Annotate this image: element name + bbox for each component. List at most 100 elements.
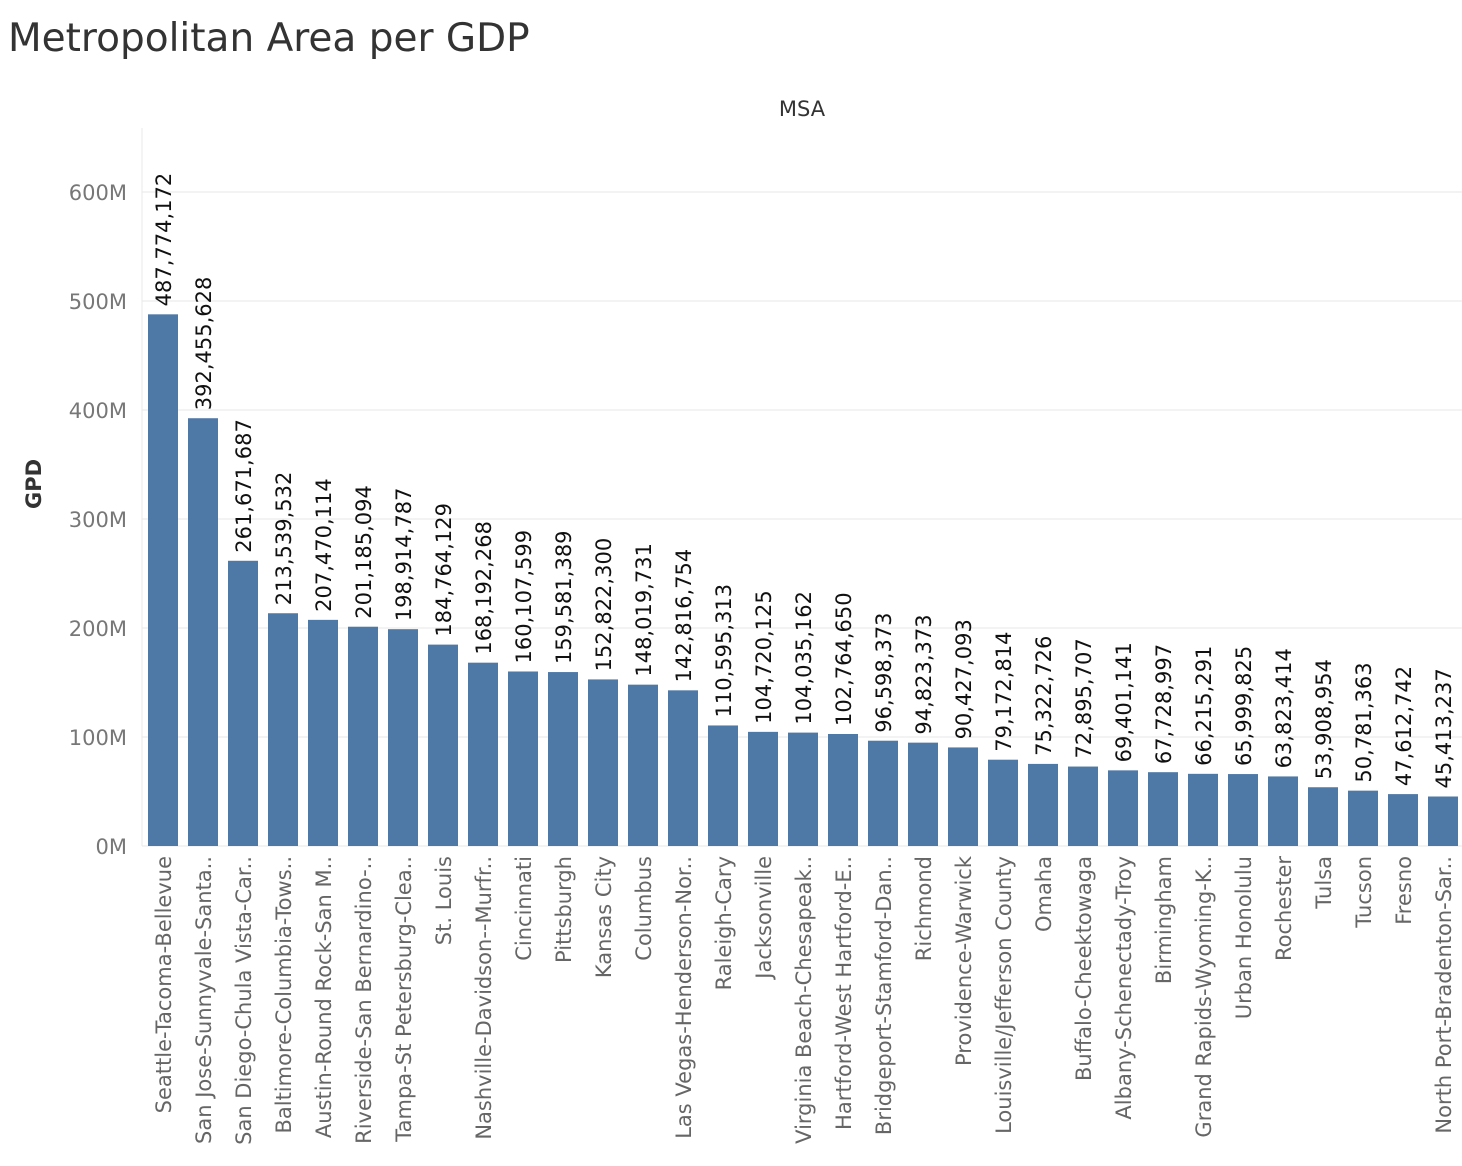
category-label: Tucson xyxy=(1352,856,1376,929)
value-label: 53,908,954 xyxy=(1312,659,1336,779)
value-label: 168,192,268 xyxy=(472,521,496,655)
bar xyxy=(1108,770,1138,846)
category-label: Albany-Schenectady-Troy xyxy=(1112,856,1136,1120)
bar xyxy=(1188,773,1218,846)
value-label: 148,019,731 xyxy=(632,543,656,677)
category-label: Tampa-St Petersburg-Clea.. xyxy=(392,856,416,1143)
category-label: Bridgeport-Stamford-Dan.. xyxy=(872,856,896,1135)
bar xyxy=(1428,796,1458,846)
bar xyxy=(348,626,378,846)
value-labels: 487,774,172 392,455,628 261,671,687 213,539… xyxy=(152,173,1456,789)
category-label: Raleigh-Cary xyxy=(712,856,736,990)
y-tick-label: 500M xyxy=(69,290,127,314)
bar xyxy=(668,690,698,846)
value-label: 79,172,814 xyxy=(992,631,1016,751)
category-label: Hartford-West Hartford-E.. xyxy=(832,856,856,1130)
bar xyxy=(788,732,818,846)
value-label: 110,595,313 xyxy=(712,584,736,718)
value-label: 392,455,628 xyxy=(192,277,216,411)
value-label: 207,470,114 xyxy=(312,478,336,612)
value-label: 65,999,825 xyxy=(1232,646,1256,766)
value-label: 198,914,787 xyxy=(392,488,416,622)
value-label: 90,427,093 xyxy=(952,619,976,739)
category-label: Grand Rapids-Wyoming-K.. xyxy=(1192,856,1216,1138)
bar xyxy=(1028,763,1058,846)
bar xyxy=(1068,766,1098,846)
bar xyxy=(188,418,218,846)
value-label: 50,781,363 xyxy=(1352,662,1376,782)
category-label: Seattle-Tacoma-Bellevue xyxy=(152,856,176,1113)
bar xyxy=(748,731,778,846)
value-label: 201,185,094 xyxy=(352,485,376,619)
category-label: Nashville-Davidson--Murfr.. xyxy=(472,856,496,1140)
bar xyxy=(428,644,458,846)
bar xyxy=(1228,774,1258,846)
category-label: Birmingham xyxy=(1152,856,1176,984)
y-tick-label: 200M xyxy=(69,617,127,641)
bar xyxy=(388,629,418,846)
bar xyxy=(628,684,658,846)
category-labels: Seattle-Tacoma-Bellevue San Jose-Sunnyval… xyxy=(152,855,1456,1145)
value-label: 66,215,291 xyxy=(1192,646,1216,766)
value-label: 104,720,125 xyxy=(752,590,776,724)
value-label: 47,612,742 xyxy=(1392,666,1416,786)
category-label: Rochester xyxy=(1272,856,1296,961)
category-label: St. Louis xyxy=(432,856,456,945)
category-label: Pittsburgh xyxy=(552,856,576,963)
x-axis-title: MSA xyxy=(779,97,826,121)
category-label: Austin-Round Rock-San M.. xyxy=(312,856,336,1138)
category-label: San Diego-Chula Vista-Car.. xyxy=(232,856,256,1145)
category-label: Kansas City xyxy=(592,856,616,978)
value-label: 72,895,707 xyxy=(1072,638,1096,758)
category-label: Richmond xyxy=(912,856,936,961)
value-label: 184,764,129 xyxy=(432,503,456,637)
category-label: Omaha xyxy=(1032,856,1056,932)
bar xyxy=(548,672,578,846)
bars xyxy=(148,314,1458,846)
value-label: 102,764,650 xyxy=(832,592,856,726)
category-label: Cincinnati xyxy=(512,856,536,961)
value-label: 96,598,373 xyxy=(872,612,896,732)
value-label: 142,816,754 xyxy=(672,549,696,683)
bar xyxy=(268,613,298,846)
value-label: 213,539,532 xyxy=(272,472,296,606)
category-label: Providence-Warwick xyxy=(952,855,976,1066)
value-label: 69,401,141 xyxy=(1112,642,1136,762)
bar xyxy=(148,314,178,846)
y-axis-title: GPD xyxy=(22,459,46,509)
y-tick-label: 300M xyxy=(69,508,127,532)
category-label: Urban Honolulu xyxy=(1232,856,1256,1019)
category-label: Riverside-San Bernardino-.. xyxy=(352,856,376,1144)
bar xyxy=(1308,787,1338,846)
y-tick-label: 400M xyxy=(69,399,127,423)
bar xyxy=(1268,776,1298,846)
category-label: North Port-Bradenton-Sar.. xyxy=(1432,856,1456,1134)
value-label: 261,671,687 xyxy=(232,419,256,553)
category-label: Columbus xyxy=(632,856,656,961)
chart-title: Metropolitan Area per GDP xyxy=(8,16,530,61)
value-label: 45,413,237 xyxy=(1432,668,1456,788)
value-label: 152,822,300 xyxy=(592,538,616,672)
value-label: 75,322,726 xyxy=(1032,636,1056,756)
bar xyxy=(308,619,338,846)
value-label: 94,823,373 xyxy=(912,614,936,734)
bar xyxy=(508,671,538,846)
bar xyxy=(948,747,978,846)
value-label: 487,774,172 xyxy=(152,173,176,307)
bar xyxy=(988,759,1018,846)
category-label: Tulsa xyxy=(1312,856,1336,910)
value-label: 104,035,162 xyxy=(792,591,816,725)
value-label: 67,728,997 xyxy=(1152,644,1176,764)
value-label: 159,581,389 xyxy=(552,530,576,664)
bar xyxy=(868,740,898,846)
value-label: 63,823,414 xyxy=(1272,648,1296,768)
bar xyxy=(1348,790,1378,846)
y-tick-label: 100M xyxy=(69,726,127,750)
category-label: San Jose-Sunnyvale-Santa.. xyxy=(192,856,216,1144)
category-label: Louisville/Jefferson County xyxy=(992,856,1016,1134)
bar xyxy=(708,725,738,846)
category-label: Fresno xyxy=(1392,856,1416,925)
y-tick-label: 600M xyxy=(69,181,127,205)
bar xyxy=(468,662,498,846)
